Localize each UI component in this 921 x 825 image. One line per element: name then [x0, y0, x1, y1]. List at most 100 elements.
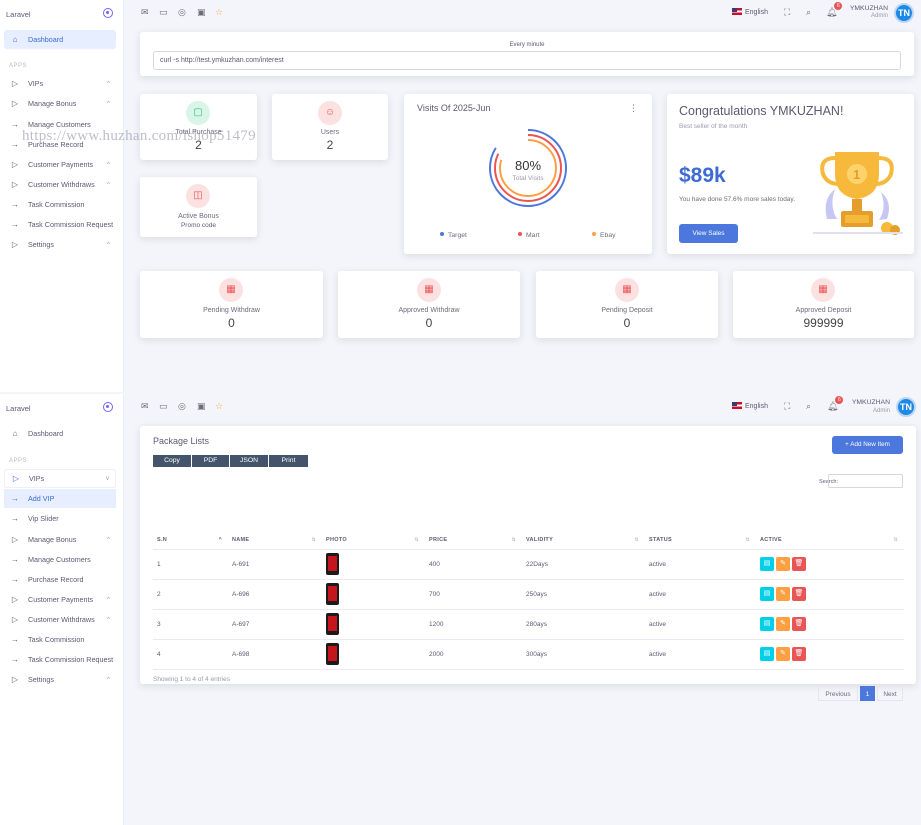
- play-icon: ▷: [11, 675, 19, 684]
- sidebar-item-manage-customers[interactable]: → Manage Customers: [11, 555, 91, 564]
- brand-name: Laravel: [6, 404, 31, 413]
- cell-validity: 22Days: [522, 549, 645, 580]
- sidebar-item-task-commission[interactable]: → Task Commission: [11, 200, 85, 209]
- search-icon[interactable]: ⌕: [806, 401, 812, 411]
- sidebar-item-add-vip[interactable]: → Add VIP: [4, 489, 116, 508]
- json-button[interactable]: JSON: [230, 455, 269, 467]
- sidebar-item-settings[interactable]: ▷ Settings ^: [11, 675, 110, 684]
- table-header-row: S.N ^ NAME ⇅ PHOTO ⇅ PRICE ⇅ VALIDITY ⇅ STATU…: [153, 531, 904, 550]
- column-header-sn[interactable]: S.N ^: [153, 531, 228, 550]
- check-circle-icon[interactable]: ◎: [178, 7, 186, 17]
- calendar-icon: ▦: [219, 278, 243, 302]
- search-input[interactable]: [828, 474, 903, 488]
- view-icon[interactable]: ▤: [760, 587, 774, 601]
- edit-icon[interactable]: ✎: [776, 617, 790, 631]
- pagination: Previous 1 Next: [816, 686, 903, 701]
- star-icon[interactable]: ☆: [215, 401, 224, 411]
- play-icon: ▷: [11, 535, 19, 544]
- user-name[interactable]: YMKUZHAN: [849, 5, 888, 12]
- sidebar-item-manage-bonus[interactable]: ▷ Manage Bonus ^: [11, 99, 110, 108]
- congrats-subtitle: Best seller of the month: [679, 123, 748, 130]
- sidebar-item-customer-payments[interactable]: ▷ Customer Payments ^: [11, 160, 110, 169]
- mail-icon[interactable]: ✉: [141, 7, 149, 17]
- fullscreen-icon[interactable]: ⛶: [784, 7, 791, 17]
- edit-icon[interactable]: ✎: [776, 557, 790, 571]
- avatar[interactable]: TN: [894, 3, 914, 23]
- sidebar-item-settings[interactable]: ▷ Settings ^: [11, 240, 110, 249]
- stat-value: 0: [623, 316, 631, 330]
- view-sales-button[interactable]: View Sales: [679, 224, 738, 243]
- notification-badge: 6: [834, 2, 843, 10]
- notification-badge: 6: [835, 396, 844, 404]
- delete-icon[interactable]: 🗑︎: [792, 617, 806, 631]
- sidebar-item-vip-slider[interactable]: → Vip Slider: [11, 514, 59, 523]
- pending-deposit-card: ▦ Pending Deposit 0: [536, 271, 718, 338]
- pdf-button[interactable]: PDF: [192, 455, 230, 467]
- bell-icon[interactable]: 🔔︎ 6: [826, 2, 843, 18]
- sidebar-item-customer-payments[interactable]: ▷ Customer Payments ^: [11, 595, 110, 604]
- more-vertical-icon[interactable]: ⋮: [629, 103, 638, 113]
- column-header-name[interactable]: NAME ⇅: [228, 531, 322, 550]
- cell-actions: ▤ ✎ 🗑︎: [756, 609, 904, 640]
- sidebar-item-dashboard[interactable]: ⌂ Dashboard: [4, 30, 116, 49]
- previous-page-button[interactable]: Previous: [818, 686, 858, 701]
- sidebar-item-vips[interactable]: ▷ VIPs v: [4, 469, 116, 488]
- sidebar-item-task-commission-request[interactable]: → Task Commission Request: [11, 220, 114, 229]
- view-icon[interactable]: ▤: [760, 617, 774, 631]
- mail-icon[interactable]: ✉: [141, 401, 149, 411]
- sidebar-item-task-commission[interactable]: → Task Commission: [11, 635, 85, 644]
- column-header-active[interactable]: ACTIVE ⇅: [756, 531, 904, 550]
- view-icon[interactable]: ▤: [760, 557, 774, 571]
- copy-button[interactable]: Copy: [153, 455, 192, 467]
- chat-icon[interactable]: ▭: [159, 401, 168, 411]
- sidebar-toggle-icon[interactable]: [103, 402, 113, 412]
- pending-withdraw-card: ▦ Pending Withdraw 0: [140, 271, 323, 338]
- total-purchase-card: ▢ Total Purchase 2: [140, 94, 257, 160]
- sidebar-item-purchase-record[interactable]: → Purchase Record: [11, 575, 84, 584]
- chevron-down-icon: v: [106, 475, 109, 482]
- delete-icon[interactable]: 🗑︎: [792, 557, 806, 571]
- package-photo: [326, 613, 339, 635]
- cell-status: active: [645, 549, 756, 580]
- column-header-photo[interactable]: PHOTO ⇅: [322, 531, 425, 550]
- add-new-item-button[interactable]: + Add New Item: [832, 436, 903, 454]
- sidebar-item-manage-bonus[interactable]: ▷ Manage Bonus ^: [11, 535, 110, 544]
- delete-icon[interactable]: 🗑︎: [792, 647, 806, 661]
- edit-icon[interactable]: ✎: [776, 587, 790, 601]
- sidebar-item-customer-withdraws[interactable]: ▷ Customer Withdraws ^: [11, 615, 110, 624]
- language-selector[interactable]: English: [732, 8, 768, 16]
- chat-icon[interactable]: ▭: [159, 7, 168, 17]
- search-icon[interactable]: ⌕: [806, 7, 812, 17]
- next-page-button[interactable]: Next: [877, 686, 903, 701]
- fullscreen-icon[interactable]: ⛶: [784, 401, 791, 411]
- package-list-title: Package Lists: [153, 436, 210, 446]
- check-circle-icon[interactable]: ◎: [178, 401, 186, 411]
- arrow-right-icon: →: [11, 494, 19, 503]
- sidebar-item-task-commission-request[interactable]: → Task Commission Request: [11, 655, 114, 664]
- sidebar-item-manage-customers[interactable]: → Manage Customers: [11, 120, 91, 129]
- print-button[interactable]: Print: [269, 455, 308, 467]
- user-name[interactable]: YMKUZHAN: [851, 399, 890, 406]
- column-header-validity[interactable]: VALIDITY ⇅: [522, 531, 645, 550]
- column-header-price[interactable]: PRICE ⇅: [425, 531, 522, 550]
- sidebar-toggle-icon[interactable]: [103, 8, 113, 18]
- star-icon[interactable]: ☆: [215, 7, 224, 17]
- language-selector[interactable]: English: [732, 402, 768, 410]
- cell-status: active: [645, 639, 756, 670]
- page-1-button[interactable]: 1: [860, 686, 875, 701]
- avatar[interactable]: TN: [896, 397, 916, 417]
- us-flag-icon: [732, 8, 742, 15]
- edit-icon[interactable]: ✎: [776, 647, 790, 661]
- bag-icon: ◫: [186, 184, 210, 208]
- calendar-icon[interactable]: ▣: [197, 7, 206, 17]
- bell-icon[interactable]: 🔔︎ 6: [827, 396, 844, 412]
- cron-command-input[interactable]: curl -s http://test.ymkuzhan.com/interes…: [153, 51, 901, 70]
- sidebar-item-vips[interactable]: ▷ VIPs ^: [11, 79, 110, 88]
- delete-icon[interactable]: 🗑︎: [792, 587, 806, 601]
- sidebar-item-customer-withdraws[interactable]: ▷ Customer Withdraws ^: [11, 180, 110, 189]
- column-header-status[interactable]: STATUS ⇅: [645, 531, 756, 550]
- calendar-icon[interactable]: ▣: [197, 401, 206, 411]
- sidebar-item-purchase-record[interactable]: → Purchase Record: [11, 140, 84, 149]
- sidebar-item-dashboard[interactable]: ⌂ Dashboard: [4, 424, 116, 443]
- view-icon[interactable]: ▤: [760, 647, 774, 661]
